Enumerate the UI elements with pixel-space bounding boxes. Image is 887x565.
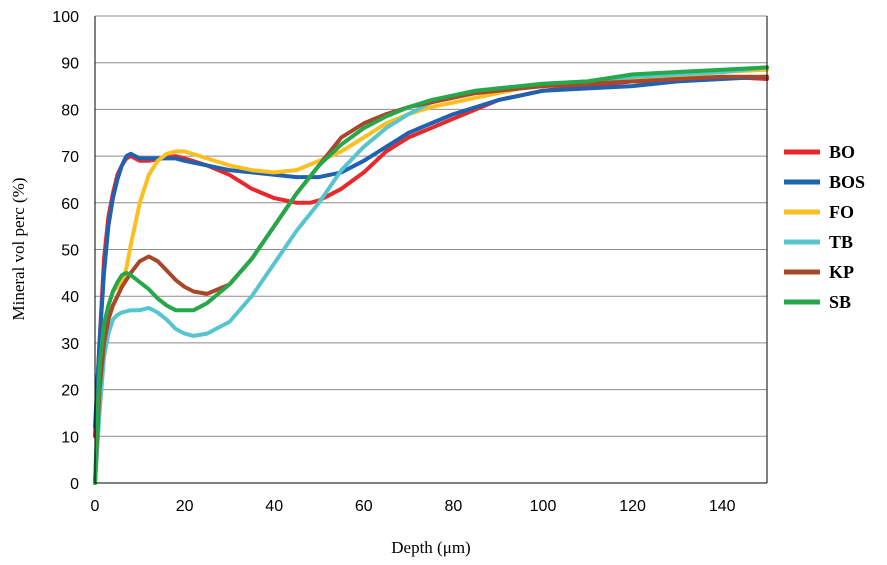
x-tick-label: 100 bbox=[530, 498, 557, 515]
y-axis-title: Mineral vol perc (%) bbox=[9, 177, 28, 320]
y-tick-labels: 0 10 20 30 40 50 60 70 80 90 100 bbox=[52, 9, 79, 493]
x-tick-labels: 0 20 40 60 80 100 120 140 bbox=[91, 498, 736, 515]
y-tick-label: 30 bbox=[61, 336, 79, 353]
y-tick-label: 50 bbox=[61, 243, 79, 260]
x-tick-label: 60 bbox=[355, 498, 373, 515]
legend-label-tb: TB bbox=[829, 232, 853, 252]
gridlines bbox=[95, 15, 767, 437]
legend-label-bos: BOS bbox=[829, 172, 865, 192]
x-tick-label: 140 bbox=[709, 498, 736, 515]
x-tick-label: 20 bbox=[176, 498, 194, 515]
y-tick-label: 90 bbox=[61, 56, 79, 73]
y-tick-label: 60 bbox=[61, 196, 79, 213]
y-tick-label: 10 bbox=[61, 429, 79, 446]
x-tick-label: 120 bbox=[619, 498, 646, 515]
x-tick-label: 80 bbox=[445, 498, 463, 515]
axes bbox=[94, 16, 768, 484]
y-tick-label: 100 bbox=[52, 9, 79, 26]
legend-label-kp: KP bbox=[829, 262, 854, 282]
legend-label-fo: FO bbox=[829, 202, 854, 222]
series-line-sb bbox=[93, 65, 769, 485]
y-tick-label: 0 bbox=[70, 476, 79, 493]
y-tick-label: 40 bbox=[61, 289, 79, 306]
y-tick-label: 70 bbox=[61, 149, 79, 166]
series-layer bbox=[93, 65, 769, 485]
x-axis-title: Depth (μm) bbox=[391, 538, 470, 557]
legend-label-sb: SB bbox=[829, 292, 851, 312]
y-tick-label: 20 bbox=[61, 383, 79, 400]
x-tick-label: 0 bbox=[91, 498, 100, 515]
y-tick-label: 80 bbox=[61, 102, 79, 119]
x-tick-label: 40 bbox=[265, 498, 283, 515]
series-line-bos bbox=[93, 74, 769, 429]
legend: BO BOS FO TB KP SB bbox=[784, 142, 865, 312]
legend-label-bo: BO bbox=[829, 142, 855, 162]
